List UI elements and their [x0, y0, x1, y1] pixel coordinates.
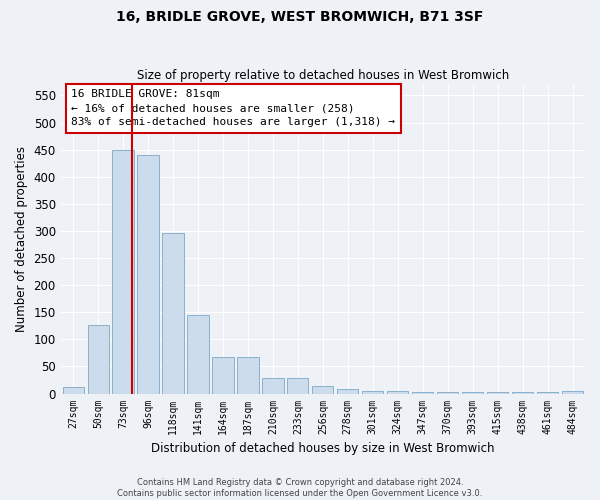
Bar [287, 378, 308, 394]
Bar [362, 391, 383, 394]
Bar [537, 392, 558, 394]
Text: 16, BRIDLE GROVE, WEST BROMWICH, B71 3SF: 16, BRIDLE GROVE, WEST BROMWICH, B71 3SF [116, 10, 484, 24]
Y-axis label: Number of detached properties: Number of detached properties [15, 146, 28, 332]
Text: Contains HM Land Registry data © Crown copyright and database right 2024.
Contai: Contains HM Land Registry data © Crown c… [118, 478, 482, 498]
Bar [112, 150, 134, 394]
Bar [212, 357, 233, 394]
Bar [312, 386, 334, 394]
Bar [562, 391, 583, 394]
Bar [163, 232, 184, 394]
Bar [62, 386, 84, 394]
Bar [462, 392, 483, 394]
Bar [387, 391, 409, 394]
Bar [137, 155, 158, 394]
Text: 16 BRIDLE GROVE: 81sqm
← 16% of detached houses are smaller (258)
83% of semi-de: 16 BRIDLE GROVE: 81sqm ← 16% of detached… [71, 89, 395, 127]
Bar [487, 392, 508, 394]
Bar [187, 315, 209, 394]
Title: Size of property relative to detached houses in West Bromwich: Size of property relative to detached ho… [137, 69, 509, 82]
Bar [412, 392, 433, 394]
Bar [262, 378, 284, 394]
Bar [512, 392, 533, 394]
X-axis label: Distribution of detached houses by size in West Bromwich: Distribution of detached houses by size … [151, 442, 494, 455]
Bar [437, 392, 458, 394]
Bar [88, 324, 109, 394]
Bar [238, 357, 259, 394]
Bar [337, 389, 358, 394]
